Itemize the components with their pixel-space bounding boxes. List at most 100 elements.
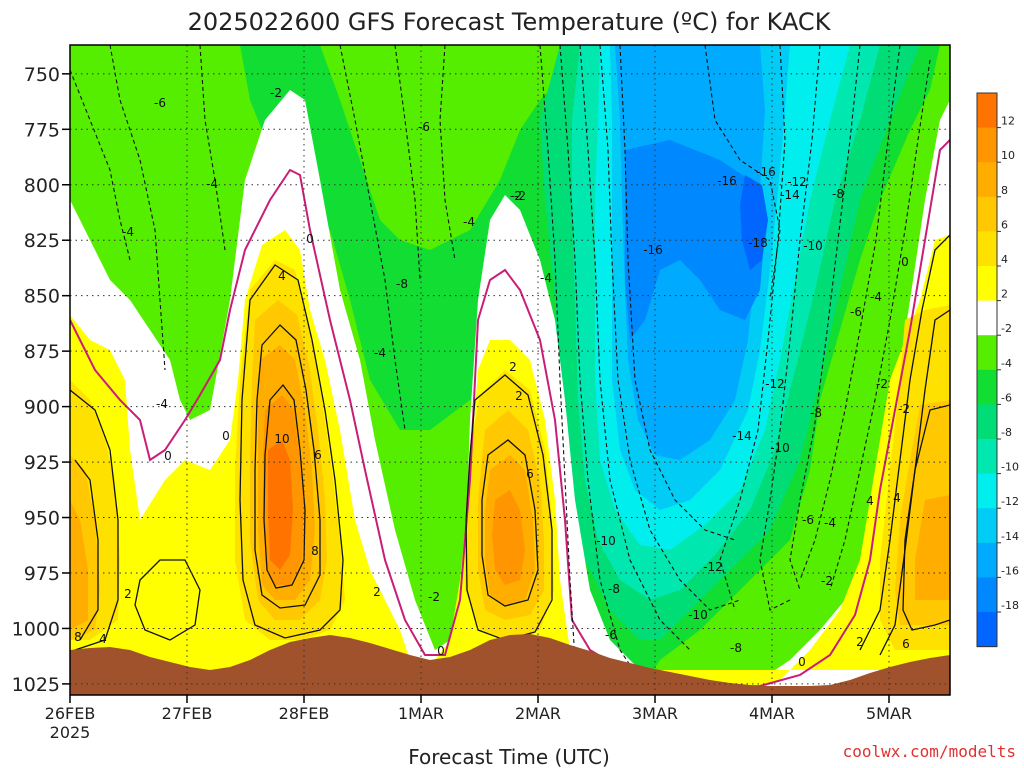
colorbar-swatch (977, 196, 997, 232)
colorbar-label: -18 (1001, 599, 1019, 612)
contour-label: 2 (856, 635, 864, 649)
x-tick-label: 28FEB (279, 704, 330, 723)
colorbar-swatch (977, 231, 997, 267)
y-tick-label: 1000 (12, 618, 60, 640)
contour-label: 2 (509, 360, 517, 374)
x-axis-label: Forecast Time (UTC) (408, 745, 610, 768)
contour-label: -12 (703, 560, 723, 574)
terrain-ground (70, 634, 950, 695)
contour-label: -4 (156, 397, 168, 411)
contour-label: 6 (314, 448, 322, 462)
y-tick-label: 775 (24, 119, 60, 141)
y-tick-label: 925 (24, 452, 60, 474)
y-tick-label: 800 (24, 175, 60, 197)
x-tick-label: 4MAR (749, 704, 795, 723)
contour-label: -6 (418, 120, 430, 134)
colorbar-label: 8 (1001, 184, 1008, 197)
contour-label: -2 (876, 377, 888, 391)
credit-link[interactable]: coolwx.com/modelts (843, 742, 1016, 761)
contour-label: -14 (780, 188, 800, 202)
y-axis: 750 775 800 825 850 875 900 925 950 975 1000 1025 (12, 64, 70, 696)
contour-label: -2 (510, 189, 522, 203)
x-tick-label: 2MAR (515, 704, 561, 723)
contour-label: -10 (803, 239, 823, 253)
colorbar-label: -12 (1001, 495, 1019, 508)
contour-label: -4 (206, 177, 218, 191)
warm-contours (70, 234, 950, 656)
contour-label: -8 (832, 187, 844, 201)
colorbar-label: -16 (1001, 564, 1019, 577)
colorbar-label: -10 (1001, 461, 1019, 474)
contour-label: 0 (164, 449, 172, 463)
contour-label: -4 (540, 271, 552, 285)
colorbar-label: -4 (1001, 357, 1012, 370)
contour-label: -12 (787, 175, 807, 189)
y-tick-label: 850 (24, 286, 60, 308)
colorbar-swatch (977, 93, 997, 129)
contour-label: 0 (306, 232, 314, 246)
contour-label: 4 (99, 632, 107, 646)
y-tick-label: 900 (24, 397, 60, 419)
colorbar-swatch (977, 612, 997, 648)
x-tick-label: 26FEB (45, 704, 96, 723)
contour-label: 4 (893, 491, 901, 505)
y-tick-label: 750 (24, 64, 60, 86)
contour-labels: -6-2-6-4-4-16-16-12-14 -8-2-2-4-4-8-16 -18… (74, 86, 910, 669)
contour-label: 2 (124, 587, 132, 601)
colorbar-label: 10 (1001, 149, 1015, 162)
colorbar-label: 4 (1001, 253, 1008, 266)
colorbar-label: 12 (1001, 115, 1015, 128)
contour-label: 4 (866, 494, 874, 508)
contour-label: -4 (122, 225, 134, 239)
y-tick-label: 975 (24, 563, 60, 585)
x-tick-label: 5MAR (866, 704, 912, 723)
contour-label: -4 (824, 516, 836, 530)
contour-label: -2 (428, 590, 440, 604)
contour-label: 6 (902, 637, 910, 651)
colorbar-label: -8 (1001, 426, 1012, 439)
contour-label: 2 (373, 585, 381, 599)
contour-label: 6 (526, 467, 534, 481)
colorbar-swatch (977, 542, 997, 578)
colorbar-swatch (977, 300, 997, 336)
contour-label: -2 (821, 574, 833, 588)
contour-label: 4 (278, 269, 286, 283)
contour-label: -8 (608, 582, 620, 596)
colorbar-label: 2 (1001, 288, 1008, 301)
contour-label: -2 (514, 189, 526, 203)
x-axis: 26FEB 27FEB 28FEB 1MAR 2MAR 3MAR 4MAR 5MAR (45, 695, 912, 723)
contour-label: -4 (870, 290, 882, 304)
contour-label: -4 (374, 346, 386, 360)
contour-label: -14 (732, 429, 752, 443)
y-tick-label: 875 (24, 341, 60, 363)
colorbar-swatch (977, 369, 997, 405)
colorbar-swatch (977, 162, 997, 198)
contour-label: -16 (756, 165, 776, 179)
plot-frame (69, 44, 951, 696)
colorbar-swatch (977, 335, 997, 371)
plot-area (70, 45, 950, 695)
contour-label: -4 (463, 215, 475, 229)
contour-label: -2 (898, 402, 910, 416)
colorbar-swatch (977, 404, 997, 440)
contour-label: 8 (74, 630, 82, 644)
contour-label: -16 (717, 174, 737, 188)
y-tick-label: 1025 (12, 674, 60, 696)
x-tick-label: 27FEB (162, 704, 213, 723)
contour-label: -6 (850, 305, 862, 319)
contour-label: 0 (222, 429, 230, 443)
contour-label: -10 (596, 534, 616, 548)
contour-label: -2 (270, 86, 282, 100)
grid-lines (70, 45, 950, 695)
colorbar: 12 10 8 6 4 2 -2 -4 -6 -8 -10 -12 -14 -16 -18 (976, 92, 1019, 648)
y-tick-label: 950 (24, 508, 60, 530)
temperature-region-minus20 (740, 175, 768, 270)
contour-label: 0 (437, 644, 445, 658)
contour-label: -16 (643, 243, 663, 257)
temperature-region-above-12 (268, 440, 293, 570)
y-tick-label: 825 (24, 230, 60, 252)
freezing-contour (70, 139, 950, 692)
colorbar-swatch (977, 508, 997, 544)
colorbar-label: -14 (1001, 530, 1019, 543)
